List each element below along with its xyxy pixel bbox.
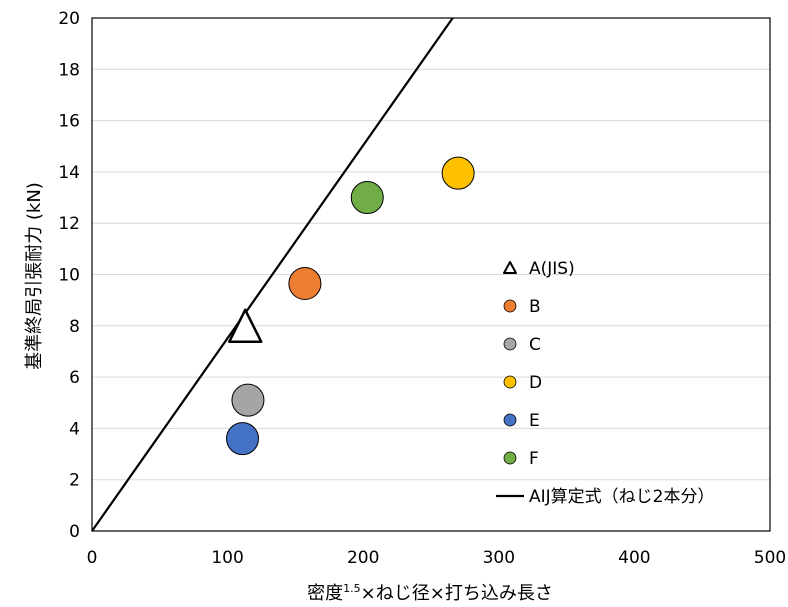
x-tick-label: 500 [754, 548, 786, 568]
y-tick-label: 0 [69, 522, 80, 542]
x-axis-title: 密度1.5×ねじ径×打ち込み長さ [307, 582, 553, 604]
legend-item: F [503, 449, 539, 469]
data-point-a-jis- [227, 308, 263, 344]
y-tick-label: 16 [58, 112, 80, 132]
data-point-f [350, 181, 384, 215]
y-tick-label: 12 [58, 214, 80, 234]
legend-item: B [503, 297, 541, 317]
x-tick-label: 200 [347, 548, 379, 568]
x-tick-label: 400 [618, 548, 650, 568]
reference-line [91, 17, 454, 532]
data-point-d [441, 156, 475, 190]
y-axis-title: 基準終局引張耐力 (kN) [24, 182, 45, 370]
legend-label: B [529, 297, 541, 317]
y-tick-label: 10 [58, 266, 80, 286]
legend-marker-circle [503, 375, 517, 389]
legend-item: D [503, 373, 542, 393]
legend-marker-circle [503, 413, 517, 427]
y-tick-labels: 0 2 4 6 8 10 12 14 16 18 20 [58, 9, 80, 542]
legend-item: E [503, 411, 540, 431]
legend-marker-circle [503, 337, 517, 351]
x-tick-labels: 0 100 200 300 400 500 [87, 548, 787, 568]
legend-marker-circle [503, 451, 517, 465]
legend-marker-circle [503, 299, 517, 313]
legend-item: C [503, 335, 541, 355]
gridlines [92, 17, 770, 481]
legend-label: E [529, 411, 540, 431]
legend-item: A(JIS) [503, 259, 575, 279]
legend-label: D [529, 373, 542, 393]
data-point-e [226, 422, 260, 456]
x-tick-label: 100 [211, 548, 243, 568]
legend-label: A(JIS) [529, 259, 575, 279]
legend-label: C [529, 335, 541, 355]
plot-frame [91, 17, 771, 532]
legend-item: AIJ算定式（ねじ2本分） [496, 487, 714, 507]
x-axis-title-superscript: 1.5 [343, 582, 361, 595]
data-point-c [231, 383, 265, 417]
legend-label: F [529, 449, 539, 469]
legend-label: AIJ算定式（ねじ2本分） [529, 487, 714, 507]
data-points [226, 156, 475, 456]
axes [91, 17, 771, 532]
y-tick-label: 20 [58, 9, 80, 29]
y-tick-label: 18 [58, 60, 80, 80]
y-tick-label: 14 [58, 163, 80, 183]
legend-marker-triangle [503, 261, 517, 274]
y-tick-label: 8 [69, 317, 80, 337]
y-tick-label: 2 [69, 471, 80, 491]
x-tick-label: 300 [483, 548, 515, 568]
reference-line-group [91, 17, 454, 532]
y-tick-label: 6 [69, 368, 80, 388]
y-tick-label: 4 [69, 419, 80, 439]
data-point-b [288, 266, 322, 300]
x-tick-label: 0 [87, 548, 98, 568]
